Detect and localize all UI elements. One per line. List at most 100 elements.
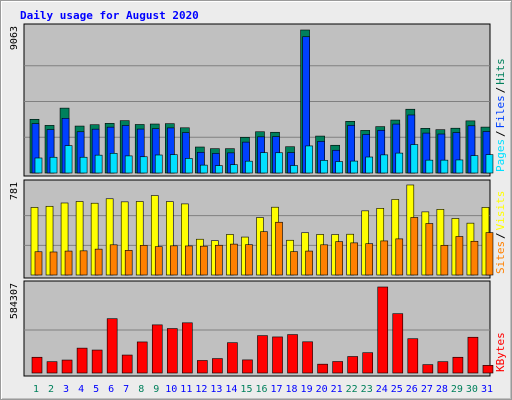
bar-kbytes: [377, 286, 389, 374]
bar-sites: [49, 251, 58, 276]
bar-pages: [425, 159, 434, 174]
day-label: 1: [33, 384, 39, 395]
legend: Pages/Files/Hits: [494, 58, 507, 172]
bar-pages: [485, 154, 494, 174]
bar-visits: [45, 205, 54, 276]
bar-sites: [64, 250, 73, 276]
bar-kbytes: [347, 356, 358, 374]
legend-separator: /: [494, 232, 507, 239]
chart-panels: 9063Pages/Files/Hits781Sites/Visits58430…: [9, 23, 507, 377]
bar-sites: [34, 251, 43, 276]
bar-visits: [391, 199, 400, 276]
bar-pages: [320, 160, 328, 174]
bar-pages: [455, 159, 464, 174]
bar-sites: [425, 223, 434, 276]
day-label: 11: [180, 384, 192, 395]
bar-kbytes: [106, 318, 118, 374]
legend-sites: Sites: [494, 241, 507, 274]
bar-sites: [260, 231, 268, 276]
bar-pages: [64, 145, 73, 174]
legend-hits: Hits: [494, 58, 507, 85]
bar-pages: [275, 152, 283, 174]
legend: Sites /Visits: [494, 191, 507, 274]
y-axis-max-label: 584307: [9, 283, 20, 319]
day-label: 8: [138, 384, 144, 395]
series-kbytes: [31, 286, 494, 374]
bar-pages: [49, 156, 58, 174]
bar-sites: [169, 245, 178, 276]
bar-kbytes: [272, 336, 283, 374]
legend-separator: /: [494, 130, 507, 137]
day-label: 27: [421, 384, 433, 395]
day-label: 25: [391, 384, 403, 395]
bar-sites: [154, 246, 163, 276]
bar-kbytes: [257, 335, 268, 374]
bar-kbytes: [61, 359, 73, 374]
bar-kbytes: [407, 338, 419, 374]
day-axis: 1 2 3 4 5 6 7 8 9 10 11 12 13 14 15 16 17 18 19 20 21 22 23 24 2…: [33, 384, 493, 395]
bar-pages: [185, 158, 193, 174]
day-label: 5: [93, 384, 99, 395]
bar-sites: [94, 248, 103, 276]
day-label: 24: [376, 384, 388, 395]
bar-kbytes: [332, 361, 343, 374]
day-label: 31: [481, 384, 493, 395]
bar-pages: [79, 156, 88, 174]
bar-kbytes: [302, 341, 313, 374]
bar-kbytes: [136, 341, 148, 374]
bar-sites: [109, 244, 118, 276]
bar-pages: [470, 155, 479, 174]
day-label: 12: [195, 384, 207, 395]
bar-kbytes: [121, 354, 133, 374]
bar-kbytes: [76, 347, 88, 374]
y-axis-max-label: 9063: [9, 26, 20, 50]
series-visits: [30, 184, 490, 276]
day-label: 3: [63, 384, 69, 395]
bar-visits: [105, 198, 114, 276]
bar-kbytes: [197, 360, 208, 374]
series-pages: [34, 144, 494, 174]
bar-kbytes: [482, 365, 494, 374]
bar-visits: [181, 203, 189, 276]
day-label: 9: [153, 384, 159, 395]
day-label: 28: [436, 384, 448, 395]
bar-sites: [470, 240, 479, 276]
bar-pages: [215, 165, 223, 174]
day-label: 2: [48, 384, 54, 395]
bar-pages: [440, 159, 449, 174]
bar-visits: [150, 195, 159, 276]
day-label: 29: [451, 384, 463, 395]
legend-pages: Pages: [494, 139, 507, 172]
bar-pages: [139, 156, 148, 174]
day-label: 18: [286, 384, 298, 395]
day-label: 26: [406, 384, 418, 395]
bar-pages: [350, 160, 358, 174]
bar-pages: [124, 155, 133, 174]
bar-kbytes: [287, 334, 298, 374]
y-axis-max-label: 781: [9, 182, 20, 200]
bar-sites: [320, 244, 328, 276]
bar-pages: [290, 165, 298, 174]
bar-pages: [305, 145, 313, 174]
bar-pages: [245, 160, 253, 174]
bar-kbytes: [31, 356, 43, 374]
bar-visits: [361, 210, 370, 276]
day-label: 15: [240, 384, 252, 395]
bar-sites: [124, 250, 133, 276]
bar-kbytes: [91, 349, 103, 374]
legend-visits: Visits: [494, 191, 507, 231]
bar-sites: [275, 221, 283, 276]
chart-title: Daily usage for August 2020: [20, 9, 199, 22]
bar-sites: [230, 243, 238, 276]
bar-sites: [185, 245, 193, 276]
bar-kbytes: [166, 328, 178, 374]
bar-kbytes: [437, 361, 449, 374]
bar-pages: [200, 164, 208, 174]
bar-sites: [380, 240, 389, 276]
day-label: 13: [210, 384, 222, 395]
bar-pages: [335, 161, 343, 174]
day-label: 6: [108, 384, 114, 395]
day-label: 21: [331, 384, 343, 395]
day-label: 20: [316, 384, 328, 395]
